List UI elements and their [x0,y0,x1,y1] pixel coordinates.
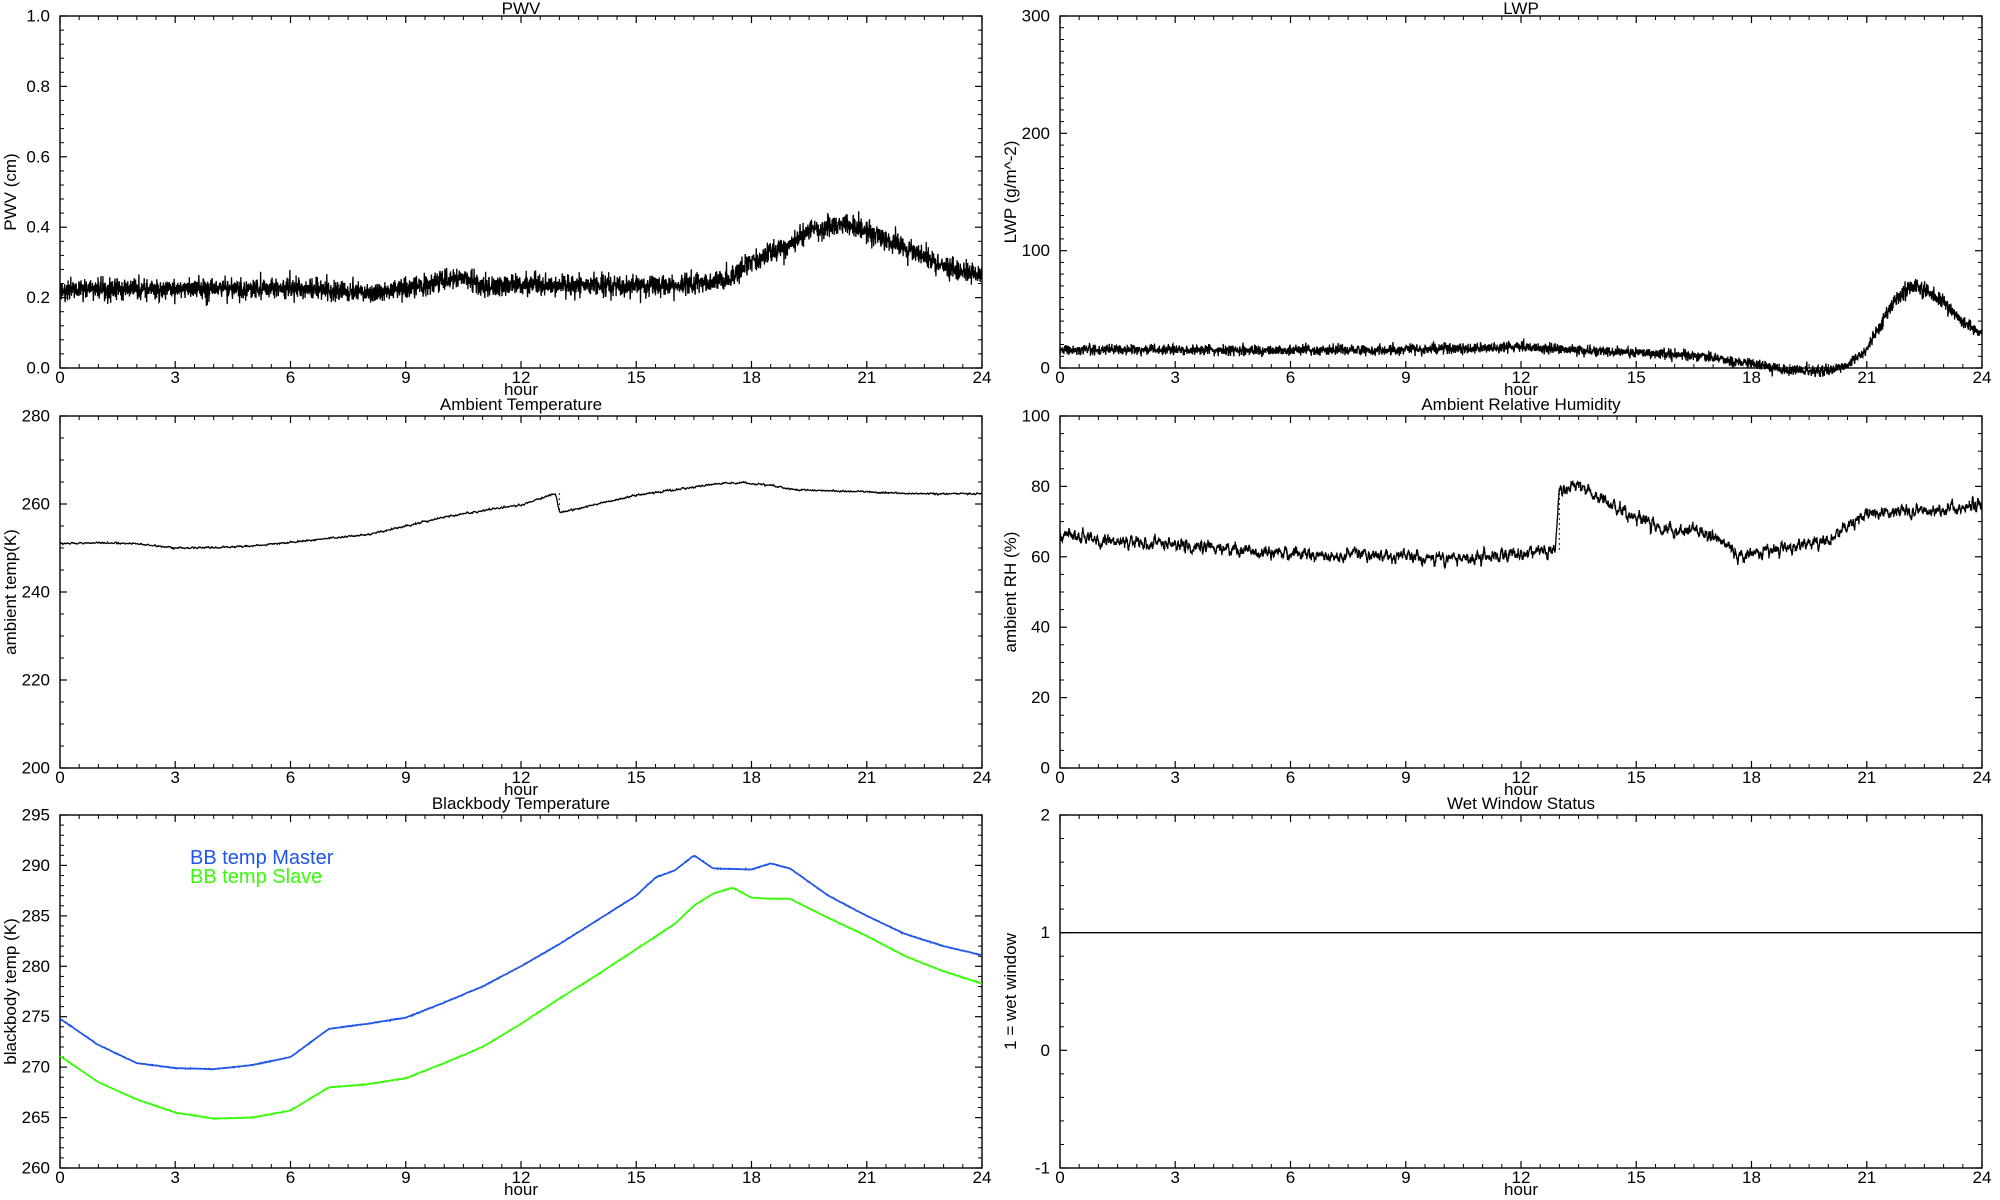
svg-text:BB temp Slave: BB temp Slave [190,866,322,888]
svg-text:2: 2 [1041,806,1050,825]
svg-text:21: 21 [1857,1168,1876,1187]
svg-text:24: 24 [973,368,992,387]
svg-text:9: 9 [1401,768,1410,787]
svg-text:0: 0 [1041,759,1050,778]
svg-text:6: 6 [1286,1168,1295,1187]
svg-text:9: 9 [401,368,410,387]
svg-text:21: 21 [857,368,876,387]
svg-text:280: 280 [22,957,50,976]
svg-text:LWP: LWP [1503,0,1539,18]
svg-text:295: 295 [22,806,50,825]
svg-text:1: 1 [1041,923,1050,942]
svg-text:blackbody temp (K): blackbody temp (K) [1,918,20,1064]
svg-text:200: 200 [22,759,50,778]
svg-text:hour: hour [1504,1180,1538,1199]
svg-text:15: 15 [627,1168,646,1187]
svg-text:Wet Window Status: Wet Window Status [1447,794,1595,813]
svg-text:0: 0 [1055,368,1064,387]
svg-text:300: 300 [1022,7,1050,26]
svg-text:220: 220 [22,671,50,690]
svg-text:15: 15 [1627,368,1646,387]
svg-text:3: 3 [1170,768,1179,787]
svg-text:24: 24 [1973,768,1992,787]
svg-text:24: 24 [973,1168,992,1187]
svg-text:0: 0 [1055,768,1064,787]
svg-text:280: 280 [22,407,50,426]
svg-text:270: 270 [22,1058,50,1077]
svg-text:3: 3 [1170,368,1179,387]
svg-text:18: 18 [742,368,761,387]
svg-text:ambient temp(K): ambient temp(K) [1,529,20,655]
svg-text:9: 9 [401,1168,410,1187]
svg-text:Ambient Relative Humidity: Ambient Relative Humidity [1421,395,1621,414]
svg-text:275: 275 [22,1007,50,1026]
svg-text:20: 20 [1031,688,1050,707]
svg-text:0: 0 [1041,359,1050,378]
svg-text:240: 240 [22,583,50,602]
svg-text:6: 6 [286,768,295,787]
svg-text:Ambient Temperature: Ambient Temperature [440,395,602,414]
svg-text:100: 100 [1022,407,1050,426]
svg-text:24: 24 [973,768,992,787]
svg-text:0.6: 0.6 [26,147,50,166]
svg-text:100: 100 [1022,241,1050,260]
svg-text:21: 21 [857,768,876,787]
svg-text:6: 6 [286,368,295,387]
svg-text:15: 15 [627,768,646,787]
svg-text:24: 24 [1973,1168,1992,1187]
svg-text:0.8: 0.8 [26,77,50,96]
svg-text:24: 24 [1973,368,1992,387]
svg-text:18: 18 [1742,368,1761,387]
svg-text:hour: hour [504,1180,538,1199]
svg-text:1.0: 1.0 [26,7,50,26]
svg-text:6: 6 [1286,368,1295,387]
svg-text:260: 260 [22,1159,50,1178]
svg-text:-1: -1 [1035,1159,1050,1178]
svg-text:60: 60 [1031,547,1050,566]
svg-text:0.2: 0.2 [26,288,50,307]
svg-text:3: 3 [1170,1168,1179,1187]
svg-text:0: 0 [1055,1168,1064,1187]
svg-text:0: 0 [55,1168,64,1187]
svg-text:0: 0 [55,368,64,387]
svg-text:6: 6 [286,1168,295,1187]
svg-text:3: 3 [170,1168,179,1187]
svg-text:1 = wet window: 1 = wet window [1001,932,1020,1049]
svg-text:3: 3 [170,368,179,387]
svg-text:285: 285 [22,906,50,925]
svg-text:3: 3 [170,768,179,787]
svg-text:PWV: PWV [502,0,541,18]
svg-text:9: 9 [401,768,410,787]
svg-text:260: 260 [22,495,50,514]
svg-text:18: 18 [1742,1168,1761,1187]
svg-text:265: 265 [22,1108,50,1127]
svg-text:290: 290 [22,856,50,875]
svg-text:15: 15 [1627,768,1646,787]
svg-text:9: 9 [1401,1168,1410,1187]
svg-text:0: 0 [55,768,64,787]
svg-text:0: 0 [1041,1041,1050,1060]
svg-text:18: 18 [742,1168,761,1187]
svg-text:40: 40 [1031,618,1050,637]
svg-text:0.4: 0.4 [26,218,50,237]
svg-text:9: 9 [1401,368,1410,387]
svg-text:0.0: 0.0 [26,359,50,378]
svg-text:Blackbody Temperature: Blackbody Temperature [432,794,610,813]
svg-text:200: 200 [1022,124,1050,143]
svg-text:15: 15 [627,368,646,387]
svg-text:80: 80 [1031,477,1050,496]
svg-text:6: 6 [1286,768,1295,787]
svg-text:18: 18 [742,768,761,787]
svg-text:ambient RH (%): ambient RH (%) [1001,532,1020,653]
svg-text:21: 21 [857,1168,876,1187]
svg-text:15: 15 [1627,1168,1646,1187]
svg-text:PWV (cm): PWV (cm) [1,153,20,230]
svg-text:LWP (g/m^-2): LWP (g/m^-2) [1001,141,1020,244]
svg-text:18: 18 [1742,768,1761,787]
svg-text:21: 21 [1857,768,1876,787]
svg-text:21: 21 [1857,368,1876,387]
